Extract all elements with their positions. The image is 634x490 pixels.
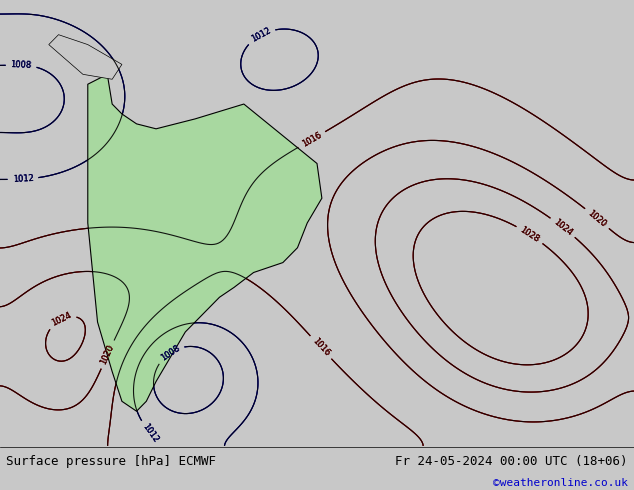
Text: 1008: 1008 [10, 60, 32, 70]
Polygon shape [87, 74, 322, 411]
Text: 1028: 1028 [519, 225, 541, 244]
Text: 1008: 1008 [10, 60, 32, 70]
Text: 1016: 1016 [311, 337, 332, 358]
Text: Fr 24-05-2024 00:00 UTC (18+06): Fr 24-05-2024 00:00 UTC (18+06) [395, 455, 628, 468]
Text: 1024: 1024 [50, 311, 73, 328]
Text: 1016: 1016 [311, 337, 332, 358]
Text: 1012: 1012 [141, 422, 160, 444]
Text: 1020: 1020 [586, 208, 608, 229]
Text: 1012: 1012 [249, 26, 272, 44]
Text: 1012: 1012 [12, 174, 34, 184]
Text: 1024: 1024 [50, 311, 73, 328]
Text: 1020: 1020 [586, 208, 608, 229]
Text: 1020: 1020 [99, 343, 116, 366]
Text: 1016: 1016 [301, 130, 323, 148]
Text: 1028: 1028 [519, 225, 541, 244]
Text: 1024: 1024 [50, 311, 73, 328]
Text: 1020: 1020 [586, 208, 608, 229]
Polygon shape [49, 35, 122, 79]
Text: 1016: 1016 [301, 130, 323, 148]
Text: 1012: 1012 [141, 422, 160, 444]
Text: 1008: 1008 [158, 343, 181, 363]
Text: 1012: 1012 [249, 26, 272, 44]
Text: 1008: 1008 [158, 343, 181, 363]
Text: 1024: 1024 [552, 218, 574, 238]
Text: ©weatheronline.co.uk: ©weatheronline.co.uk [493, 478, 628, 489]
Text: 1016: 1016 [301, 130, 323, 148]
Text: 1016: 1016 [311, 337, 332, 358]
Text: 1008: 1008 [10, 60, 32, 70]
Text: Surface pressure [hPa] ECMWF: Surface pressure [hPa] ECMWF [6, 455, 216, 468]
Text: 1012: 1012 [141, 422, 160, 444]
Text: 1020: 1020 [99, 343, 116, 366]
Text: 1012: 1012 [12, 174, 34, 184]
Text: 1012: 1012 [12, 174, 34, 184]
Text: 1024: 1024 [552, 218, 574, 238]
Text: 1028: 1028 [519, 225, 541, 244]
Text: 1020: 1020 [99, 343, 116, 366]
Text: 1008: 1008 [158, 343, 181, 363]
Text: 1012: 1012 [249, 26, 272, 44]
Text: 1024: 1024 [552, 218, 574, 238]
